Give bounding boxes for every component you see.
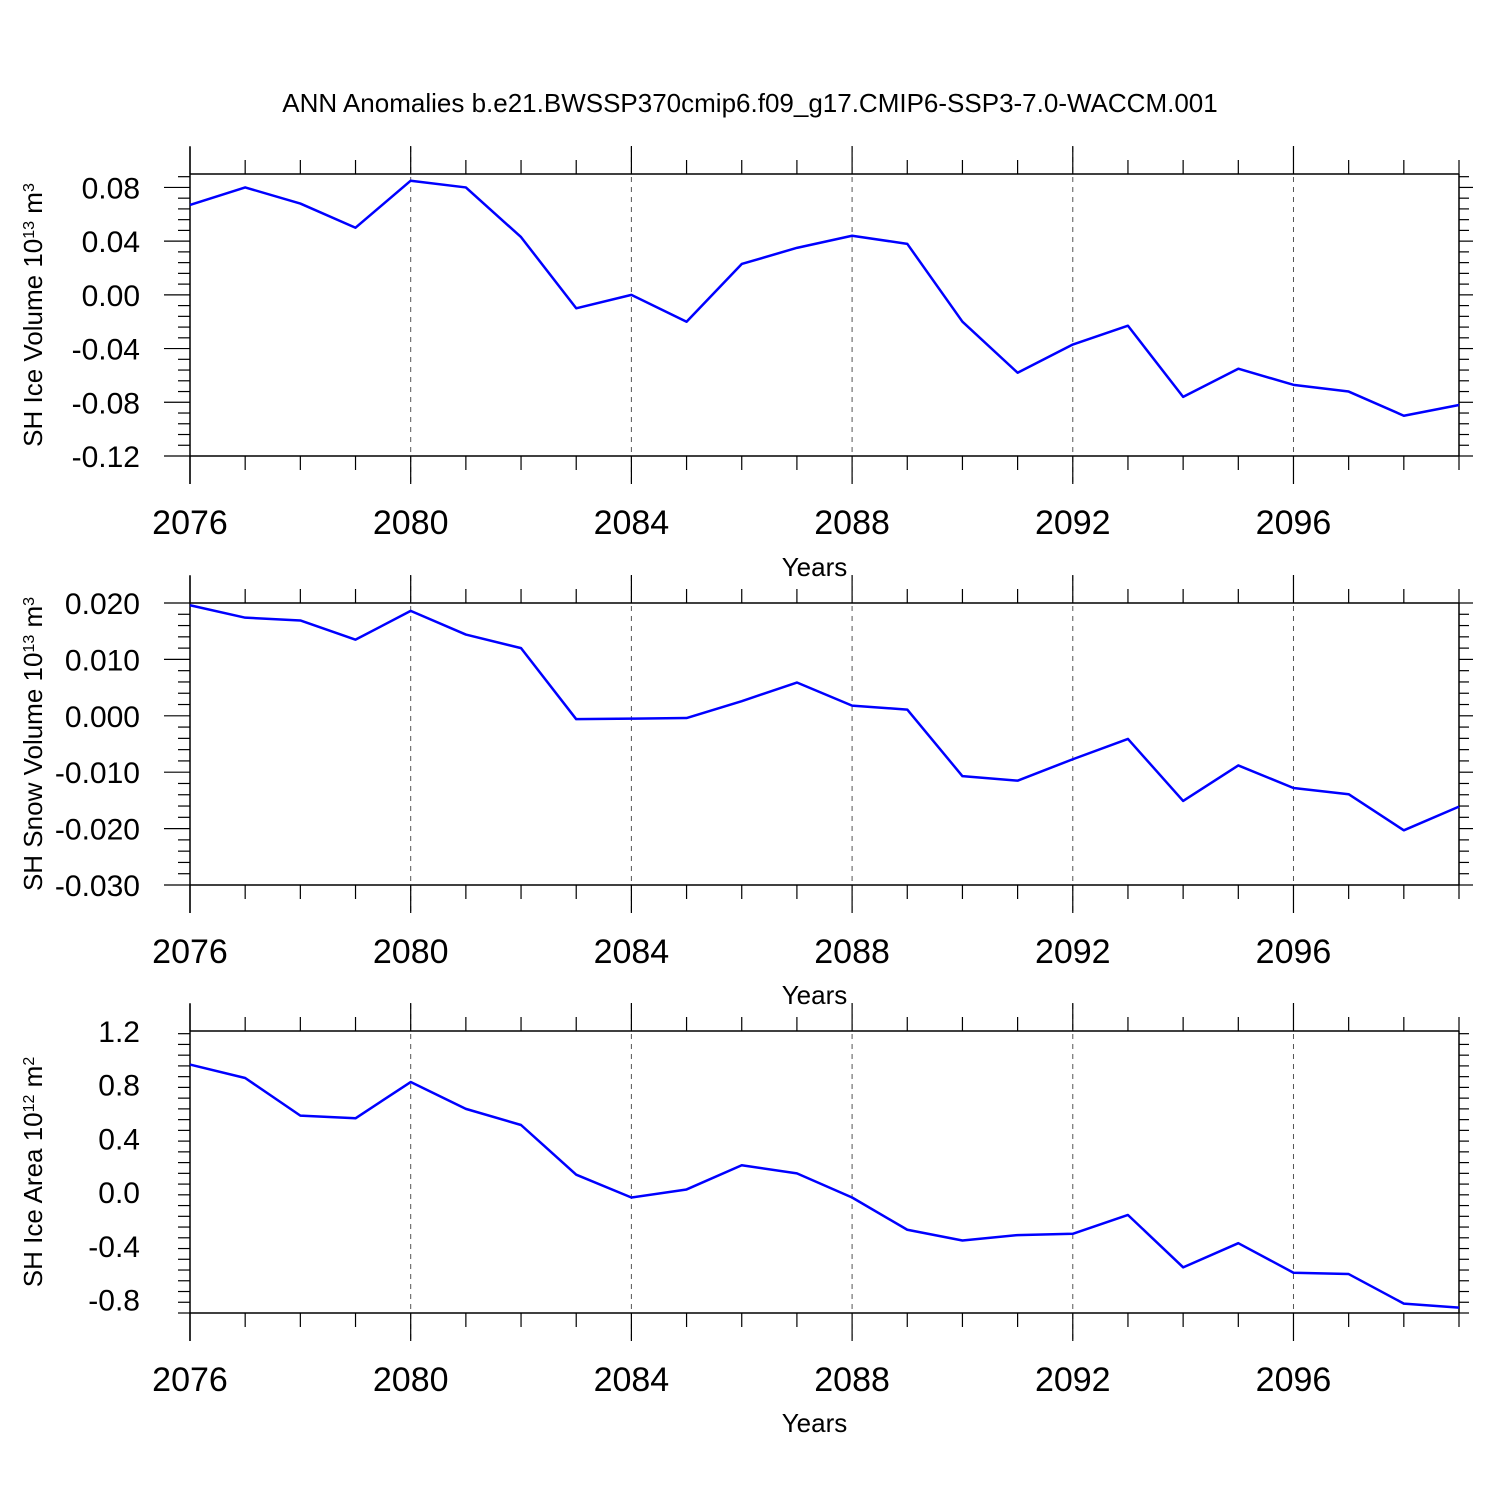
y-tick-label: -0.08 xyxy=(72,387,140,420)
series-line xyxy=(189,179,1460,417)
y-axis-label: SH Snow Volume 1013 m3 xyxy=(18,597,48,891)
x-tick-label: 2076 xyxy=(152,504,228,542)
y-tick-label: 0.04 xyxy=(82,226,140,259)
x-tick-label: 2084 xyxy=(594,933,670,971)
y-axis-label: SH Ice Volume 1013 m3 xyxy=(18,183,48,447)
y-tick-label: -0.12 xyxy=(72,441,140,474)
x-axis-label: Years xyxy=(782,552,848,582)
series-line xyxy=(189,1063,1460,1309)
y-tick-label: 0.08 xyxy=(82,172,140,205)
y-tick-label: -0.8 xyxy=(88,1285,140,1318)
y-tick-label: 0.020 xyxy=(65,588,140,621)
x-tick-label: 2096 xyxy=(1256,1361,1332,1399)
series-line xyxy=(189,604,1460,832)
panel-ice-volume: 2076 2080 2084 2088 2092 2096 0.08 0.04 0.00 -0.0… xyxy=(18,146,1473,582)
y-tick-label: 0.0 xyxy=(98,1177,140,1210)
y-tick-label: -0.010 xyxy=(55,757,140,790)
x-tick-label: 2088 xyxy=(814,504,890,542)
x-tick-label: 2088 xyxy=(814,933,890,971)
panel-snow-volume: 2076 2080 2084 2088 2092 2096 0.020 0.010 0.000 -… xyxy=(18,575,1473,1010)
y-tick-label: -0.4 xyxy=(88,1231,140,1264)
y-tick-label: -0.030 xyxy=(55,870,140,903)
y-axis-label: SH Ice Area 1012 m2 xyxy=(18,1057,48,1288)
y-tick-label: 1.2 xyxy=(98,1016,140,1049)
y-tick-label: -0.020 xyxy=(55,814,140,847)
y-tick-label: -0.04 xyxy=(72,334,140,367)
x-tick-label: 2096 xyxy=(1256,504,1332,542)
y-tick-label: 0.4 xyxy=(98,1123,140,1156)
x-tick-label: 2092 xyxy=(1035,933,1111,971)
x-tick-label: 2092 xyxy=(1035,504,1111,542)
chart-title: ANN Anomalies b.e21.BWSSP370cmip6.f09_g1… xyxy=(282,88,1217,118)
x-tick-label: 2076 xyxy=(152,1361,228,1399)
y-tick-label: 0.010 xyxy=(65,644,140,677)
panel-ice-area: 2076 2080 2084 2088 2092 2096 1.2 0.8 0.4 0.0 -0.4… xyxy=(18,1003,1469,1438)
x-tick-label: 2084 xyxy=(594,504,670,542)
y-tick-label: 0.00 xyxy=(82,280,140,313)
x-tick-label: 2080 xyxy=(373,1361,449,1399)
x-axis-label: Years xyxy=(782,980,848,1010)
x-tick-label: 2096 xyxy=(1256,933,1332,971)
x-tick-label: 2088 xyxy=(814,1361,890,1399)
x-tick-label: 2080 xyxy=(373,504,449,542)
x-tick-label: 2076 xyxy=(152,933,228,971)
x-tick-label: 2084 xyxy=(594,1361,670,1399)
y-tick-label: 0.000 xyxy=(65,701,140,734)
y-tick-label: 0.8 xyxy=(98,1070,140,1103)
x-tick-label: 2080 xyxy=(373,933,449,971)
x-axis-label: Years xyxy=(782,1408,848,1438)
x-tick-label: 2092 xyxy=(1035,1361,1111,1399)
